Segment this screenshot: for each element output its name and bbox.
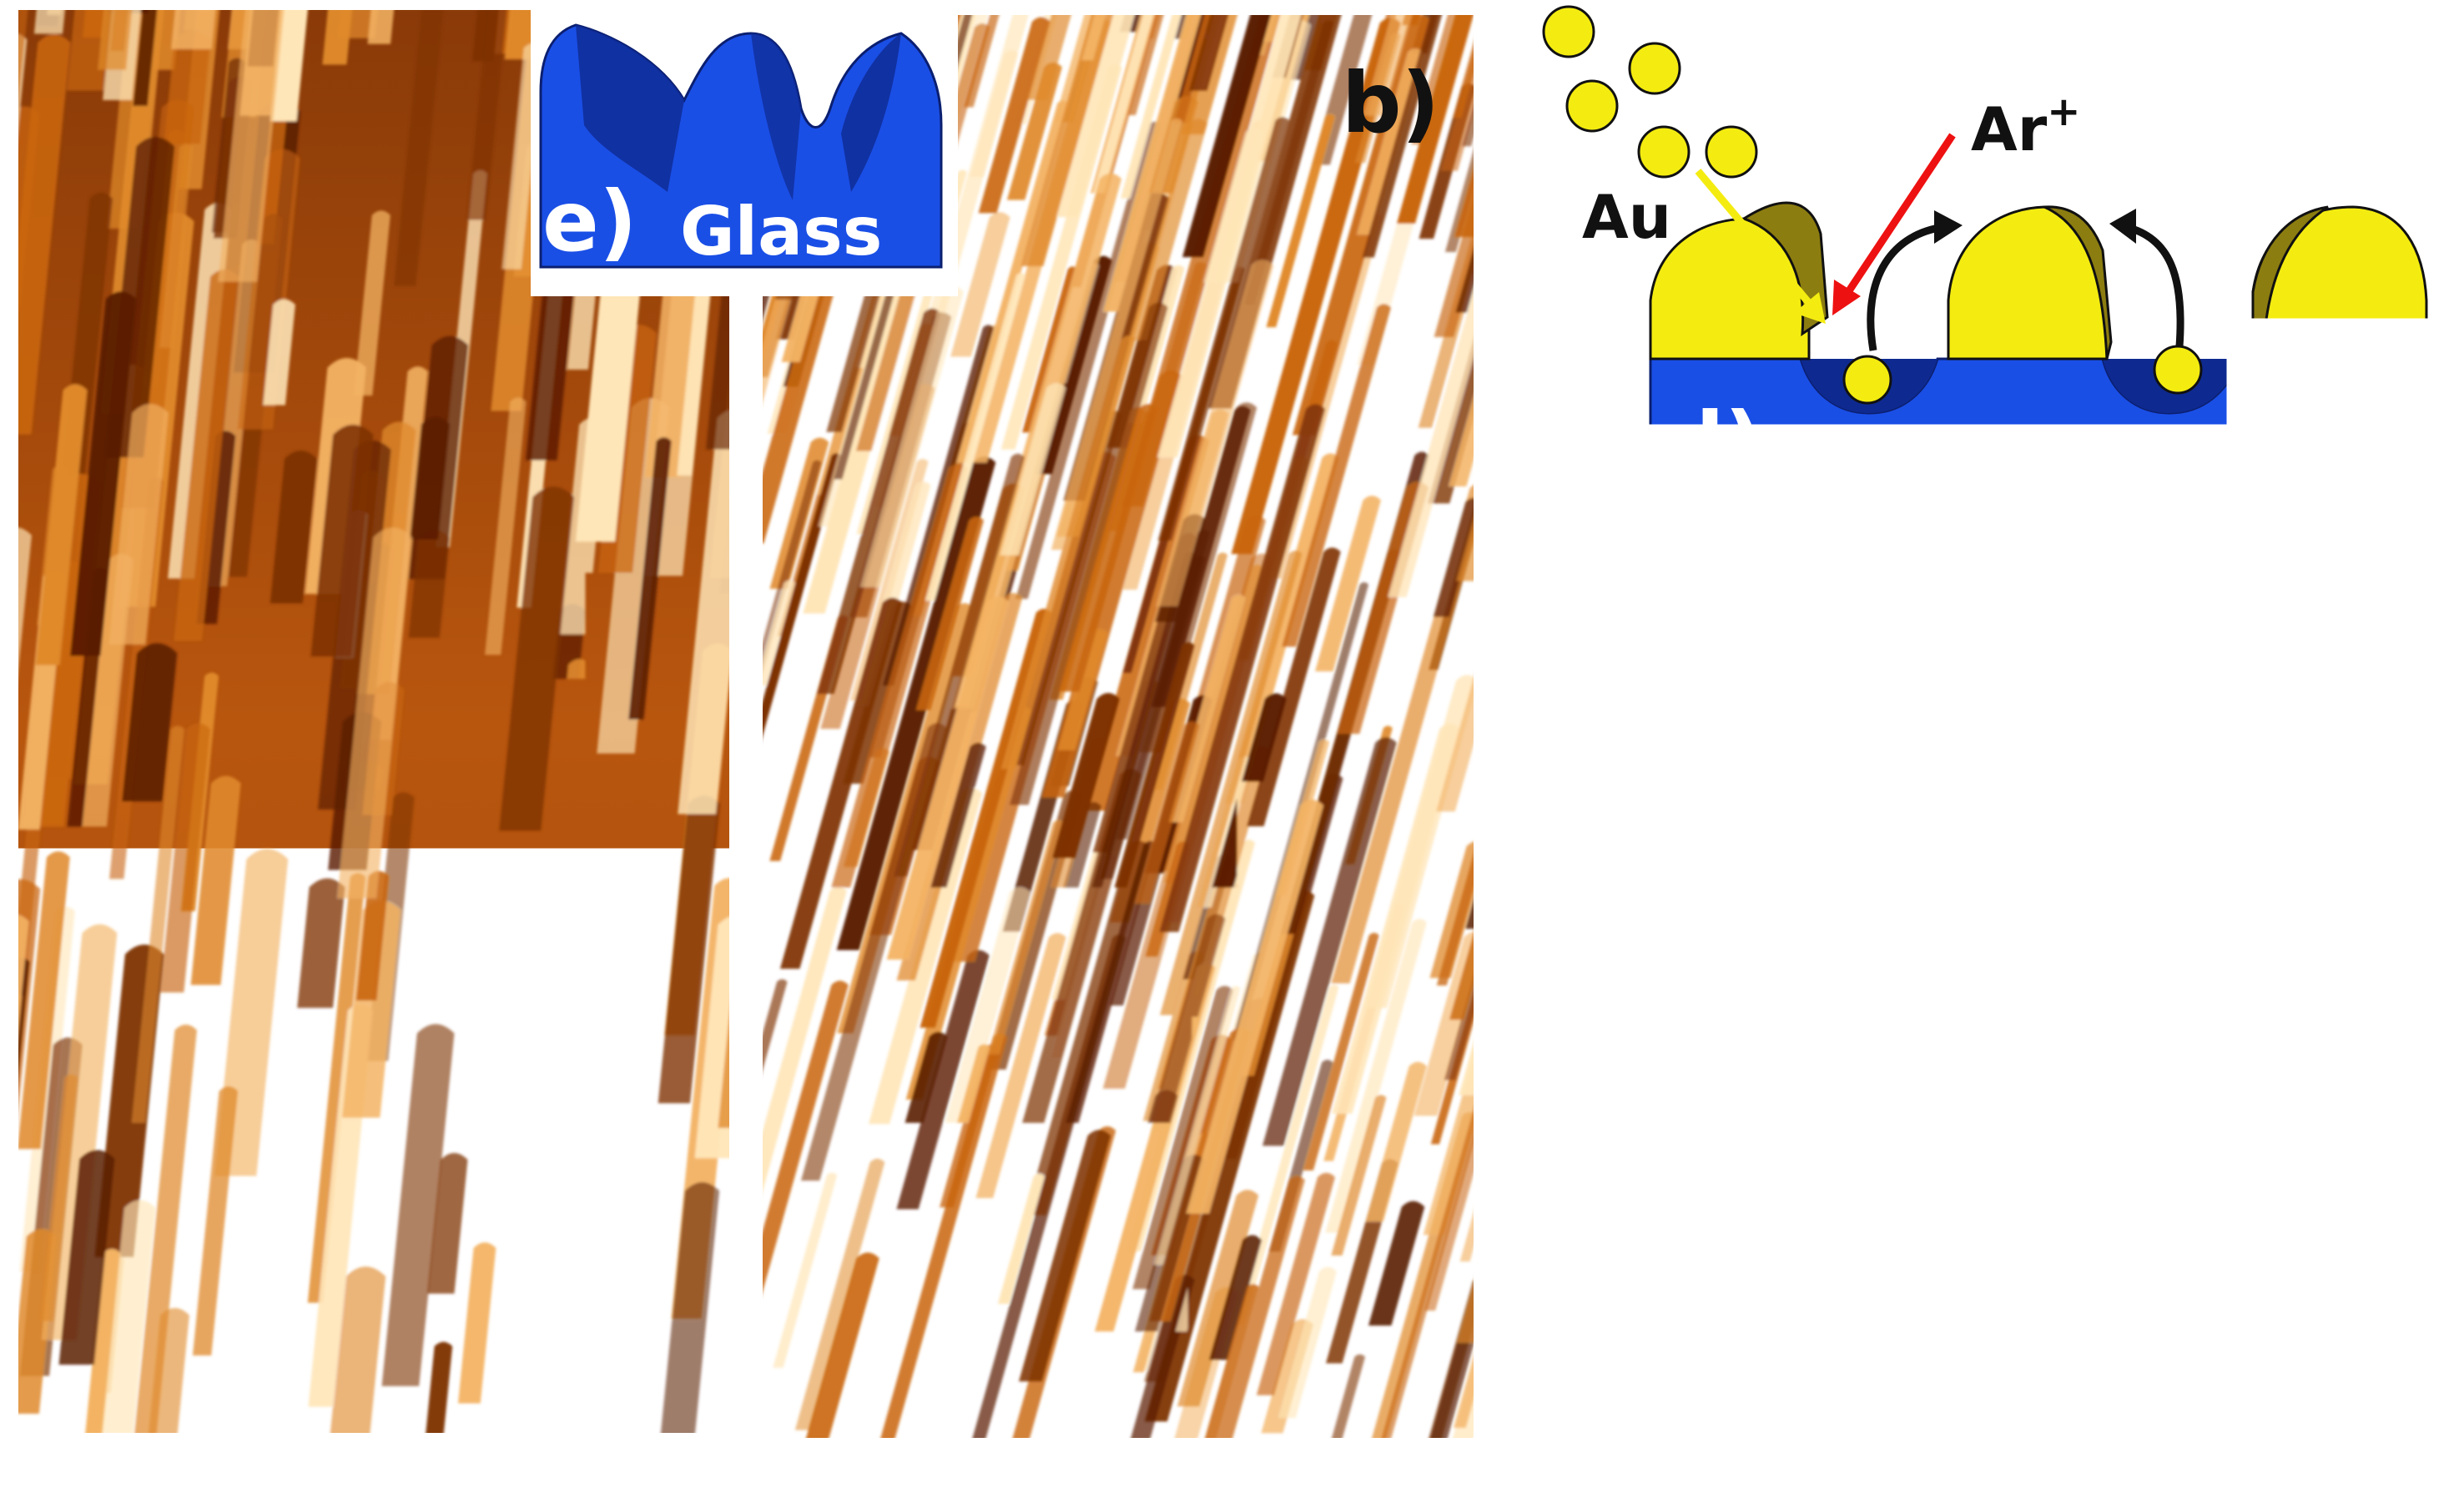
au-particle	[1706, 127, 1756, 177]
au-particle	[1630, 43, 1680, 93]
panel-d-substrate: Glass	[1965, 414, 2167, 492]
y-axis-label: Z [nm]	[1493, 821, 1576, 1064]
afm-streak	[1500, 1129, 1546, 1251]
afm-streak	[1494, 1130, 1606, 1500]
afm-streak	[332, 0, 385, 8]
afm-streak	[1396, 0, 1474, 10]
afm-streak	[1489, 78, 1581, 345]
x-tick-label: 1	[1931, 1347, 1963, 1408]
sputter-arrow-right-head	[2109, 209, 2136, 244]
gold-cap-right	[2253, 207, 2426, 359]
afm-streak	[1447, 0, 1590, 4]
scale-bar-b	[833, 1285, 981, 1314]
afm-streak	[0, 517, 11, 648]
ar-label: Ar+	[1971, 88, 2080, 164]
au-particle-in-groove	[2154, 346, 2201, 393]
afm-streak	[1515, 1078, 1631, 1440]
afm-streak	[1490, 357, 1575, 598]
series-line-red	[1750, 997, 2431, 1294]
chart-ticks: 0 1 2 3 0 100 200 300 400 500 600	[1600, 578, 2360, 1408]
afm-streak	[1506, 1112, 1599, 1404]
scale-bar-label-b: 2μm	[845, 1215, 977, 1277]
panel-e-substrate: Glass	[680, 193, 882, 270]
y-tick-label: 100	[1600, 1150, 1699, 1211]
panel-a-label: a)	[83, 54, 178, 152]
sputter-arrow-left-head	[1934, 210, 1963, 244]
au-particle	[1544, 7, 1594, 57]
scale-bar-a	[87, 1281, 235, 1309]
y-tick-label: 400	[1600, 807, 1699, 868]
panel-d-label: d)	[1665, 394, 1762, 492]
afm-streak	[1083, 0, 1164, 2]
x-axis-label: X [μm]	[1980, 1415, 2225, 1499]
au-label: Au	[1582, 182, 1671, 252]
afm-streak	[257, 0, 305, 10]
y-tick-label: 200	[1600, 1036, 1699, 1097]
afm-streak	[0, 1, 11, 213]
afm-streak	[0, 332, 5, 441]
panel-c-chart: 0 1 2 3 0 100 200 300 400 500 600 c) X [μm] Z [nm]	[1493, 578, 2451, 1499]
x-tick-label: 2	[2129, 1347, 2161, 1408]
afm-streak	[0, 726, 9, 860]
ar-label-text: Ar	[1971, 94, 2048, 164]
panel-b-label: b)	[1342, 54, 1439, 152]
x-tick-label: 3	[2326, 1347, 2359, 1408]
x-tick-label: 0	[1734, 1347, 1766, 1408]
au-particle-in-groove	[1844, 356, 1891, 403]
afm-streak	[1512, 258, 1670, 751]
afm-streak	[0, 183, 9, 399]
y-tick-label: 500	[1600, 693, 1699, 754]
sputter-arrow-right	[2126, 227, 2180, 346]
scale-bar-label-a: 2μm	[103, 1210, 234, 1272]
au-particle	[1639, 127, 1689, 177]
chart-title: c)	[1844, 663, 1932, 761]
afm-streak	[1458, 0, 1527, 14]
afm-streak	[0, 0, 20, 54]
panel-e-label: e)	[542, 173, 637, 270]
panel-d: Au Ar+ d) Glass	[1544, 7, 2426, 511]
afm-streak	[1141, 0, 1285, 8]
afm-streak	[1476, 516, 1579, 844]
panel-e: e) Glass	[531, 0, 958, 296]
au-particle	[1567, 81, 1617, 131]
figure: a) 2μm b) 2μm e) Glass	[0, 0, 2464, 1508]
y-tick-label: 600	[1600, 578, 1699, 639]
ar-label-superscript: +	[2047, 88, 2080, 135]
y-tick-label: 300	[1600, 921, 1699, 982]
y-tick-label: 0	[1666, 1264, 1699, 1325]
